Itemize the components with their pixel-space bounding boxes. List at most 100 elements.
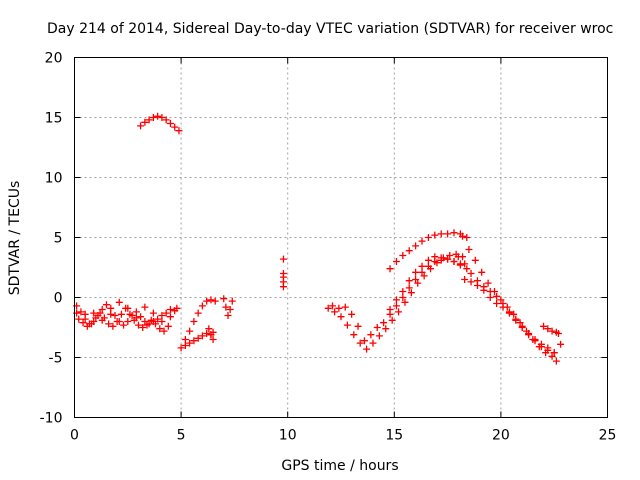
data-point xyxy=(107,310,115,318)
data-point xyxy=(557,340,565,348)
data-point xyxy=(537,343,545,351)
data-point xyxy=(81,310,89,318)
x-axis-label: GPS time / hours xyxy=(281,458,398,474)
data-point xyxy=(531,337,539,345)
data-point xyxy=(493,300,501,307)
data-point xyxy=(424,256,432,264)
data-point xyxy=(324,304,332,312)
data-point xyxy=(198,302,206,310)
data-point xyxy=(109,322,117,330)
data-point xyxy=(105,320,113,328)
data-point xyxy=(152,320,160,328)
data-point xyxy=(454,253,462,261)
data-point xyxy=(137,122,145,130)
data-point xyxy=(154,112,162,120)
data-point xyxy=(420,272,428,280)
data-point xyxy=(486,288,494,295)
data-point xyxy=(486,294,494,301)
data-point xyxy=(177,344,185,352)
data-point xyxy=(79,319,87,327)
data-point xyxy=(228,297,236,305)
data-point xyxy=(164,322,172,330)
data-point xyxy=(139,324,147,331)
data-point xyxy=(149,114,157,121)
data-point xyxy=(510,310,518,318)
data-point xyxy=(158,318,166,325)
x-tick-label: 15 xyxy=(385,428,403,444)
data-point xyxy=(499,303,507,311)
y-tick-label: -5 xyxy=(49,351,63,367)
data-point xyxy=(505,309,513,317)
series-isolated xyxy=(279,255,287,291)
data-point xyxy=(480,286,488,294)
data-point xyxy=(373,324,381,331)
data-point xyxy=(111,312,119,319)
series-rise-a xyxy=(324,250,467,353)
data-point xyxy=(399,252,407,259)
chart-title: Day 214 of 2014, Sidereal Day-to-day VTE… xyxy=(47,21,613,37)
data-point xyxy=(525,330,533,337)
data-point xyxy=(356,339,364,347)
plot-frame xyxy=(74,57,608,418)
grid xyxy=(74,57,608,418)
data-point xyxy=(375,332,383,340)
axis-ticks: 0 5 10 15 20 25 -10 -5 0 5 10 15 20 xyxy=(40,51,617,444)
data-point xyxy=(205,325,213,333)
data-point xyxy=(463,265,471,273)
data-point xyxy=(465,246,473,253)
data-point xyxy=(497,296,505,304)
data-point xyxy=(224,312,232,319)
data-point xyxy=(369,339,377,347)
data-point xyxy=(444,255,452,263)
data-point xyxy=(134,321,142,329)
data-point xyxy=(335,304,343,312)
data-point xyxy=(145,116,153,124)
data-point xyxy=(418,237,426,245)
data-point xyxy=(395,308,403,316)
y-tick-label: -10 xyxy=(40,411,63,427)
data-point xyxy=(124,318,132,325)
data-point xyxy=(459,232,467,240)
x-tick-label: 20 xyxy=(492,428,510,444)
data-point xyxy=(540,322,548,330)
data-point xyxy=(222,303,230,311)
data-point xyxy=(149,309,157,317)
data-point xyxy=(209,328,217,336)
data-points xyxy=(73,112,565,365)
series-arc-high xyxy=(137,112,183,135)
data-point xyxy=(181,342,189,349)
data-point xyxy=(431,231,439,239)
data-point xyxy=(158,312,166,319)
y-tick-label: 15 xyxy=(45,111,63,127)
y-tick-label: 5 xyxy=(54,231,63,247)
series-mid-a xyxy=(177,330,215,352)
data-point xyxy=(166,313,174,321)
data-point xyxy=(96,309,104,317)
data-point xyxy=(473,282,481,289)
data-point xyxy=(226,306,234,313)
x-tick-label: 25 xyxy=(599,428,617,444)
data-point xyxy=(83,322,91,330)
data-point xyxy=(75,315,83,323)
data-point xyxy=(461,276,469,283)
data-point xyxy=(98,316,106,324)
data-point xyxy=(478,268,486,276)
data-point xyxy=(548,327,556,335)
data-point xyxy=(414,279,422,287)
data-point xyxy=(126,310,134,318)
data-point xyxy=(115,298,123,306)
series-early-band-c xyxy=(73,298,181,325)
data-point xyxy=(467,278,475,286)
y-tick-label: 10 xyxy=(45,171,63,187)
series-rise-c xyxy=(386,253,471,313)
data-point xyxy=(107,304,115,312)
data-point xyxy=(132,314,140,322)
data-point xyxy=(203,330,211,337)
data-point xyxy=(141,118,149,126)
data-point xyxy=(350,331,358,339)
data-point xyxy=(209,336,217,343)
data-point xyxy=(220,295,228,303)
data-point xyxy=(173,304,181,312)
data-point xyxy=(160,327,168,335)
